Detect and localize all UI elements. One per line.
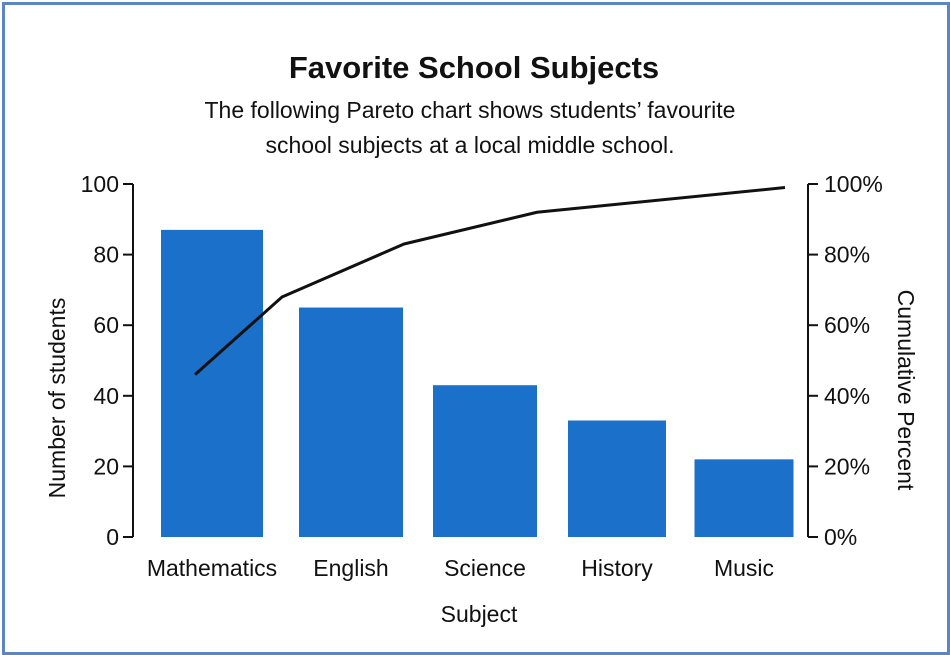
left-tick-label: 0 — [106, 524, 119, 550]
y2-axis-label: Cumulative Percent — [893, 290, 919, 491]
bars-group — [161, 229, 794, 537]
right-tick-label: 20% — [824, 453, 870, 479]
bar-history — [568, 420, 666, 537]
left-tick-label: 100 — [81, 171, 119, 197]
cumulative-line-group — [194, 186, 786, 376]
x-tick-label-science: Science — [444, 555, 526, 581]
x-tick-group: Mathematics English Science History Music — [147, 555, 774, 581]
x-tick-label-history: History — [581, 555, 653, 581]
bar-english — [299, 307, 403, 537]
y-axis-label: Number of students — [44, 298, 70, 499]
left-tick-group: 0 20 40 60 80 100 — [81, 171, 133, 550]
right-tick-label: 80% — [824, 242, 870, 268]
bar-science — [433, 385, 537, 537]
x-axis-label: Subject — [441, 601, 518, 627]
bar-music — [694, 459, 794, 537]
cumulative-percent-line — [194, 186, 786, 376]
right-tick-label: 100% — [824, 171, 883, 197]
left-tick-label: 20 — [93, 453, 119, 479]
right-tick-label: 0% — [824, 524, 857, 550]
left-tick-label: 80 — [93, 242, 119, 268]
left-tick-label: 60 — [93, 312, 119, 338]
chart-subtitle-line-1: The following Pareto chart shows student… — [205, 97, 736, 123]
left-tick-label: 40 — [93, 383, 119, 409]
right-tick-label: 60% — [824, 312, 870, 338]
x-tick-label-mathematics: Mathematics — [147, 555, 277, 581]
right-tick-label: 40% — [824, 383, 870, 409]
x-tick-label-english: English — [313, 555, 388, 581]
chart-subtitle-line-2: school subjects at a local middle school… — [265, 132, 674, 158]
right-tick-group: 0% 20% 40% 60% 80% 100% — [808, 171, 883, 550]
x-tick-label-music: Music — [714, 555, 774, 581]
chart-title: Favorite School Subjects — [289, 50, 659, 85]
bar-mathematics — [161, 229, 263, 537]
